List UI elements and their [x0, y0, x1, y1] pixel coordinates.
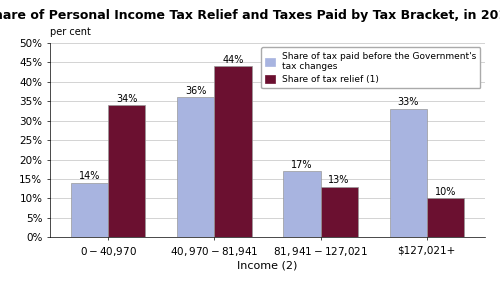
Text: 14%: 14%	[79, 171, 100, 181]
Bar	[108, 105, 146, 237]
Text: per cent: per cent	[50, 27, 91, 37]
Bar	[320, 187, 358, 237]
Bar	[390, 109, 426, 237]
Bar	[178, 97, 214, 237]
Text: Share of Personal Income Tax Relief and Taxes Paid by Tax Bracket, in 2010: Share of Personal Income Tax Relief and …	[0, 9, 500, 21]
Text: 44%: 44%	[222, 55, 244, 65]
Bar	[426, 198, 464, 237]
Legend: Share of tax paid before the Government's
tax changes, Share of tax relief (1): Share of tax paid before the Government'…	[261, 47, 480, 88]
Text: 36%: 36%	[185, 86, 206, 96]
Bar	[71, 183, 108, 237]
Text: 33%: 33%	[398, 98, 419, 108]
Text: 17%: 17%	[291, 160, 312, 170]
Bar	[214, 66, 252, 237]
Text: 10%: 10%	[434, 187, 456, 197]
Text: 13%: 13%	[328, 175, 350, 185]
Bar	[284, 171, 321, 237]
X-axis label: Income (2): Income (2)	[238, 261, 298, 271]
Text: 34%: 34%	[116, 94, 138, 104]
